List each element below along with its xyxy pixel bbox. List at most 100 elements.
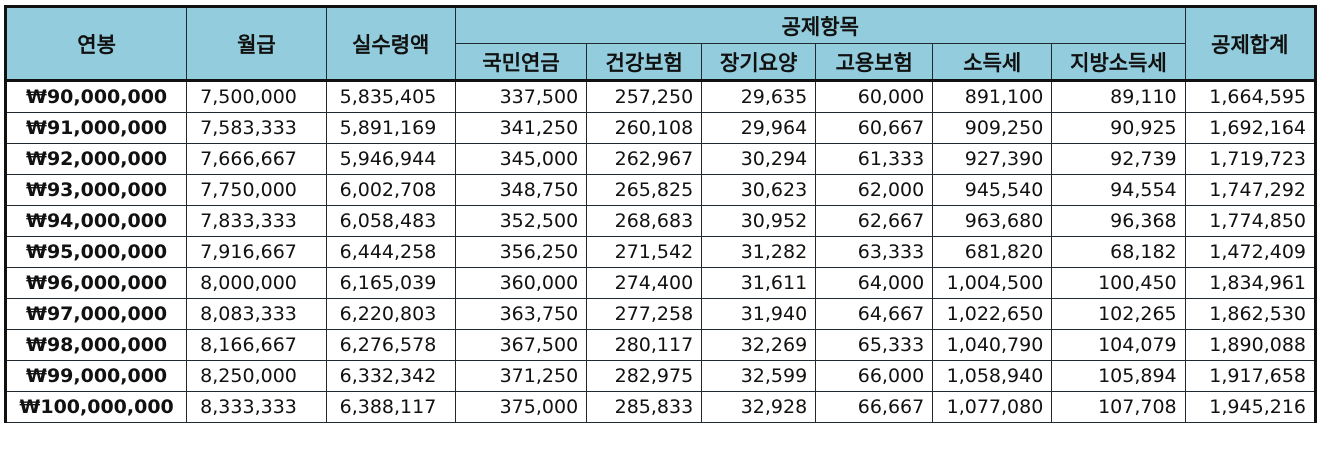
cell-health-insurance: 280,117 — [586, 329, 703, 361]
cell-national-pension: 367,500 — [454, 329, 588, 361]
header-income-tax: 소득세 — [932, 43, 1053, 82]
table-row: ₩94,000,000 7,833,333 6,058,483 352,500 268,… — [3, 205, 1318, 237]
header-total: 공제합계 — [1184, 5, 1318, 81]
header-deductions-group: 공제항목 — [454, 5, 1186, 44]
cell-national-pension: 356,250 — [454, 236, 588, 268]
cell-salary: ₩94,000,000 — [3, 205, 188, 237]
cell-net: 5,946,944 — [325, 143, 456, 175]
cell-salary: ₩98,000,000 — [3, 329, 188, 361]
cell-employment-insurance: 66,667 — [815, 391, 934, 423]
cell-local-income-tax: 90,925 — [1051, 112, 1186, 144]
cell-total: 1,472,409 — [1184, 236, 1318, 268]
cell-employment-insurance: 60,000 — [815, 80, 934, 113]
cell-national-pension: 337,500 — [454, 80, 588, 113]
cell-long-term-care: 30,294 — [701, 143, 817, 175]
cell-employment-insurance: 61,333 — [815, 143, 934, 175]
cell-salary: ₩92,000,000 — [3, 143, 188, 175]
cell-local-income-tax: 68,182 — [1051, 236, 1186, 268]
cell-salary: ₩95,000,000 — [3, 236, 188, 268]
cell-net: 6,002,708 — [325, 174, 456, 206]
cell-income-tax: 945,540 — [932, 174, 1053, 206]
cell-total: 1,834,961 — [1184, 267, 1318, 299]
cell-local-income-tax: 92,739 — [1051, 143, 1186, 175]
cell-health-insurance: 282,975 — [586, 360, 703, 392]
table-row: ₩95,000,000 7,916,667 6,444,258 356,250 271,… — [3, 236, 1318, 268]
cell-monthly: 8,166,667 — [186, 329, 327, 361]
cell-long-term-care: 29,964 — [701, 112, 817, 144]
cell-health-insurance: 265,825 — [586, 174, 703, 206]
table-row: ₩92,000,000 7,666,667 5,946,944 345,000 262,… — [3, 143, 1318, 175]
cell-local-income-tax: 104,079 — [1051, 329, 1186, 361]
cell-health-insurance: 260,108 — [586, 112, 703, 144]
cell-local-income-tax: 105,894 — [1051, 360, 1186, 392]
table-body: ₩90,000,000 7,500,000 5,835,405 337,500 257,… — [3, 80, 1318, 423]
cell-monthly: 7,750,000 — [186, 174, 327, 206]
cell-total: 1,917,658 — [1184, 360, 1318, 392]
cell-net: 6,388,117 — [325, 391, 456, 423]
header-net: 실수령액 — [325, 5, 456, 81]
cell-net: 6,058,483 — [325, 205, 456, 237]
cell-total: 1,719,723 — [1184, 143, 1318, 175]
table-row: ₩97,000,000 8,083,333 6,220,803 363,750 277,… — [3, 298, 1318, 330]
cell-national-pension: 371,250 — [454, 360, 588, 392]
cell-employment-insurance: 60,667 — [815, 112, 934, 144]
cell-total: 1,692,164 — [1184, 112, 1318, 144]
cell-national-pension: 341,250 — [454, 112, 588, 144]
cell-local-income-tax: 107,708 — [1051, 391, 1186, 423]
table-row: ₩93,000,000 7,750,000 6,002,708 348,750 265,… — [3, 174, 1318, 206]
cell-monthly: 7,583,333 — [186, 112, 327, 144]
cell-salary: ₩90,000,000 — [3, 80, 188, 113]
table-row: ₩91,000,000 7,583,333 5,891,169 341,250 260,… — [3, 112, 1318, 144]
cell-employment-insurance: 63,333 — [815, 236, 934, 268]
header-salary: 연봉 — [3, 5, 188, 81]
cell-net: 6,332,342 — [325, 360, 456, 392]
cell-monthly: 8,333,333 — [186, 391, 327, 423]
header-long-term-care: 장기요양 — [701, 43, 817, 82]
table-row: ₩96,000,000 8,000,000 6,165,039 360,000 274,… — [3, 267, 1318, 299]
cell-monthly: 8,083,333 — [186, 298, 327, 330]
cell-income-tax: 909,250 — [932, 112, 1053, 144]
cell-employment-insurance: 62,000 — [815, 174, 934, 206]
cell-long-term-care: 29,635 — [701, 80, 817, 113]
cell-total: 1,945,216 — [1184, 391, 1318, 423]
cell-health-insurance: 271,542 — [586, 236, 703, 268]
cell-employment-insurance: 66,000 — [815, 360, 934, 392]
cell-monthly: 7,500,000 — [186, 80, 327, 113]
cell-long-term-care: 32,928 — [701, 391, 817, 423]
header-employment-insurance: 고용보험 — [815, 43, 934, 82]
cell-local-income-tax: 100,450 — [1051, 267, 1186, 299]
cell-health-insurance: 277,258 — [586, 298, 703, 330]
cell-long-term-care: 32,599 — [701, 360, 817, 392]
cell-total: 1,774,850 — [1184, 205, 1318, 237]
cell-income-tax: 1,040,790 — [932, 329, 1053, 361]
cell-national-pension: 348,750 — [454, 174, 588, 206]
cell-total: 1,890,088 — [1184, 329, 1318, 361]
cell-salary: ₩99,000,000 — [3, 360, 188, 392]
table-row: ₩90,000,000 7,500,000 5,835,405 337,500 257,… — [3, 80, 1318, 113]
cell-income-tax: 1,004,500 — [932, 267, 1053, 299]
cell-income-tax: 927,390 — [932, 143, 1053, 175]
cell-health-insurance: 285,833 — [586, 391, 703, 423]
cell-long-term-care: 32,269 — [701, 329, 817, 361]
cell-net: 6,165,039 — [325, 267, 456, 299]
header-monthly: 월급 — [186, 5, 327, 81]
cell-national-pension: 360,000 — [454, 267, 588, 299]
salary-table: 연봉 월급 실수령액 공제항목 공제합계 국민연금 건강보험 장기요양 고용보험… — [3, 5, 1318, 423]
cell-salary: ₩100,000,000 — [3, 391, 188, 423]
cell-income-tax: 1,077,080 — [932, 391, 1053, 423]
cell-long-term-care: 30,623 — [701, 174, 817, 206]
cell-employment-insurance: 64,667 — [815, 298, 934, 330]
cell-long-term-care: 31,940 — [701, 298, 817, 330]
cell-net: 6,276,578 — [325, 329, 456, 361]
cell-salary: ₩97,000,000 — [3, 298, 188, 330]
cell-local-income-tax: 89,110 — [1051, 80, 1186, 113]
table-header: 연봉 월급 실수령액 공제항목 공제합계 국민연금 건강보험 장기요양 고용보험… — [3, 5, 1318, 82]
cell-salary: ₩91,000,000 — [3, 112, 188, 144]
cell-income-tax: 1,058,940 — [932, 360, 1053, 392]
cell-health-insurance: 262,967 — [586, 143, 703, 175]
cell-income-tax: 681,820 — [932, 236, 1053, 268]
cell-long-term-care: 31,282 — [701, 236, 817, 268]
header-national-pension: 국민연금 — [454, 43, 588, 82]
cell-health-insurance: 268,683 — [586, 205, 703, 237]
cell-local-income-tax: 96,368 — [1051, 205, 1186, 237]
